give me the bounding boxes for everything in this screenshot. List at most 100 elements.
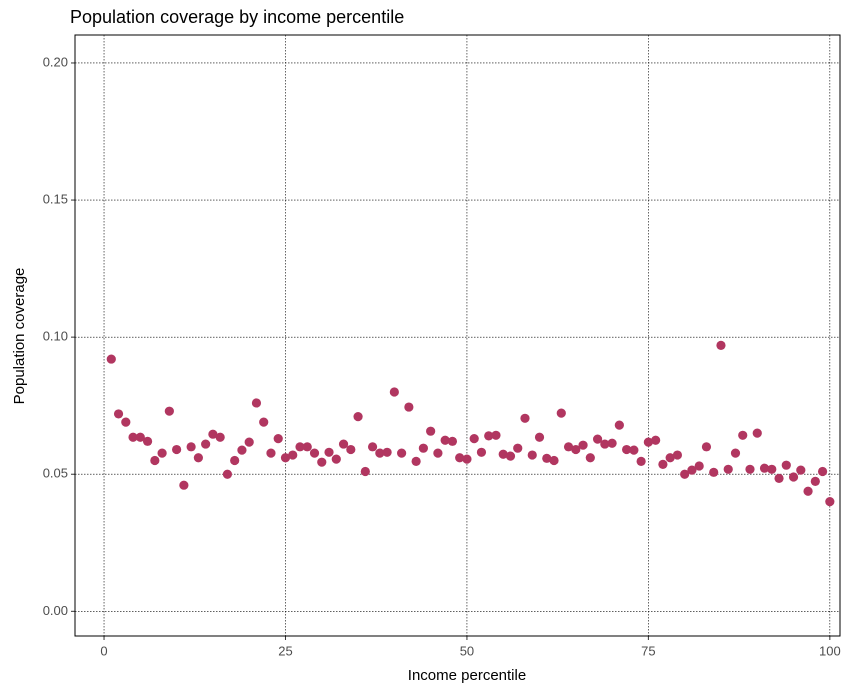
point [324,447,334,457]
point [215,432,225,442]
point [658,459,668,469]
point [353,412,363,422]
point [505,451,516,461]
point [128,432,138,442]
point [309,448,320,458]
point [426,426,436,436]
point [701,442,712,452]
point [208,429,218,439]
point [273,433,283,444]
point [672,450,683,460]
point [520,413,530,423]
point [600,439,610,449]
point [563,442,574,452]
point [331,454,341,464]
point [418,443,428,453]
point [295,442,305,452]
point [462,454,472,464]
point [825,497,835,507]
point [513,443,523,453]
point [687,465,697,475]
point [680,469,690,479]
point [709,467,719,477]
point [222,469,233,479]
point [651,435,661,445]
point [730,448,741,458]
point [803,486,813,496]
point [150,455,160,466]
point [317,457,327,467]
x-tick-label: 25 [278,643,292,658]
point [375,448,385,458]
point [302,442,312,452]
point [433,448,443,458]
point [781,460,791,470]
point [142,436,153,446]
point [534,432,545,442]
point [767,464,777,474]
point [244,437,254,447]
y-tick-label: 0.05 [43,466,68,481]
point [716,340,726,350]
point [186,442,196,452]
point [665,453,675,463]
point [549,455,559,466]
point [592,434,603,444]
point [556,408,566,418]
chart-title: Population coverage by income percentile [70,7,404,27]
plot-border [74,34,841,637]
point [745,464,755,474]
point [106,354,116,364]
x-tick-label: 50 [460,643,474,658]
y-tick-label: 0.00 [43,603,68,618]
point [469,433,479,444]
point [759,463,770,473]
point [694,461,704,471]
point [484,431,494,441]
point [346,444,356,455]
point [280,453,291,463]
point [259,417,269,427]
point [193,453,203,463]
point [585,453,595,463]
point [643,437,653,447]
point [251,398,262,408]
point [266,448,276,458]
point [382,447,392,457]
point [614,420,624,430]
point [810,476,820,486]
y-tick-label: 0.15 [43,191,68,206]
point [113,409,124,419]
point [723,464,733,474]
point [774,473,784,483]
point [607,438,617,448]
point [752,428,762,438]
point [622,444,632,455]
point [636,456,646,466]
point [440,435,450,445]
point [796,465,806,475]
x-axis-title: Income percentile [408,667,526,684]
point [237,445,247,455]
point [201,439,211,449]
point [447,436,458,446]
point [121,417,131,427]
point [455,453,465,463]
point [476,447,487,457]
point [578,440,588,450]
point [230,455,240,466]
x-tick-label: 75 [641,643,655,658]
y-axis-title: Population coverage [11,268,28,405]
point [788,472,799,482]
point [738,430,748,440]
point [179,480,189,490]
y-tick-label: 0.20 [43,54,68,69]
point [491,430,501,440]
x-tick-label: 0 [100,643,107,658]
point [571,444,581,455]
point [498,449,508,459]
point [135,432,145,442]
point [527,450,537,460]
point [157,448,167,458]
